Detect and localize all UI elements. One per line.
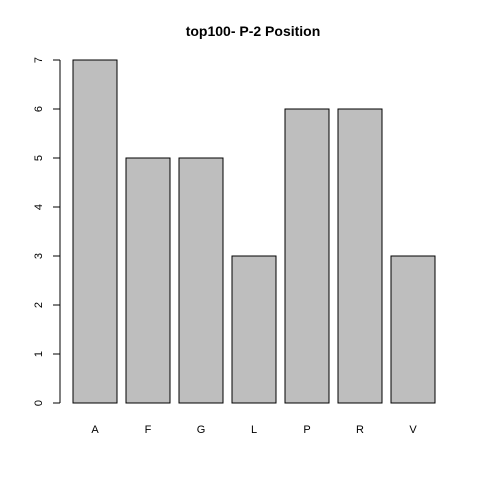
bar-F xyxy=(125,157,171,404)
x-tick-label-F: F xyxy=(145,424,152,436)
y-axis: 0 1 2 3 4 5 6 7 xyxy=(33,57,61,406)
bar-G xyxy=(178,157,224,404)
chart-title: top100- P-2 Position xyxy=(186,23,321,39)
y-tick-label-3: 3 xyxy=(33,253,45,259)
y-tick-label-4: 4 xyxy=(33,204,45,210)
bar-A xyxy=(72,59,118,404)
y-tick-label-6: 6 xyxy=(33,106,45,112)
y-tick-label-7: 7 xyxy=(33,57,45,63)
x-tick-label-V: V xyxy=(409,424,417,436)
bars-group xyxy=(72,59,436,404)
y-tick-label-0: 0 xyxy=(33,400,45,406)
x-tick-label-L: L xyxy=(251,424,257,436)
y-tick-label-5: 5 xyxy=(33,155,45,161)
bar-L xyxy=(231,255,277,404)
x-tick-label-P: P xyxy=(303,424,310,436)
x-tick-label-A: A xyxy=(91,424,99,436)
y-tick-label-1: 1 xyxy=(33,351,45,357)
bar-V xyxy=(390,255,436,404)
x-tick-label-G: G xyxy=(197,424,206,436)
bar-P xyxy=(284,108,330,404)
bar-R xyxy=(337,108,383,404)
x-tick-label-R: R xyxy=(356,424,364,436)
y-tick-label-2: 2 xyxy=(33,302,45,308)
